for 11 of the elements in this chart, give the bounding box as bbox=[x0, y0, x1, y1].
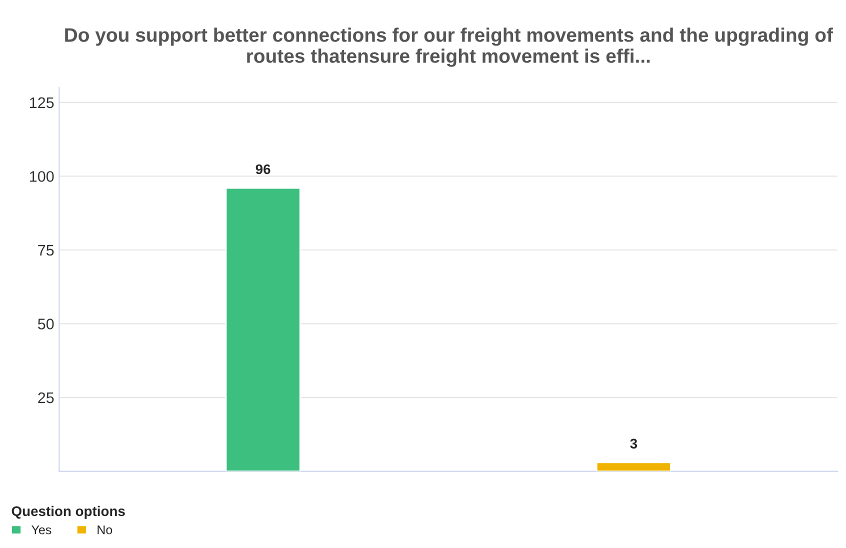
legend-label: Yes bbox=[32, 526, 52, 534]
y-tick-label: 25 bbox=[38, 392, 54, 404]
legend-title: Question options bbox=[12, 506, 125, 519]
y-tick-label: 50 bbox=[38, 318, 54, 330]
y-tick-label: 125 bbox=[30, 97, 54, 108]
legend-label: No bbox=[98, 526, 112, 534]
y-tick-label: 100 bbox=[30, 171, 54, 182]
chart-title: Do you support better connections for our freight movements and the upgrading of routes thatensure freight movement is effi... bbox=[65, 28, 834, 67]
y-tick-label: 75 bbox=[38, 244, 54, 256]
data-label: 3 bbox=[630, 438, 638, 449]
data-label: 96 bbox=[256, 164, 270, 174]
